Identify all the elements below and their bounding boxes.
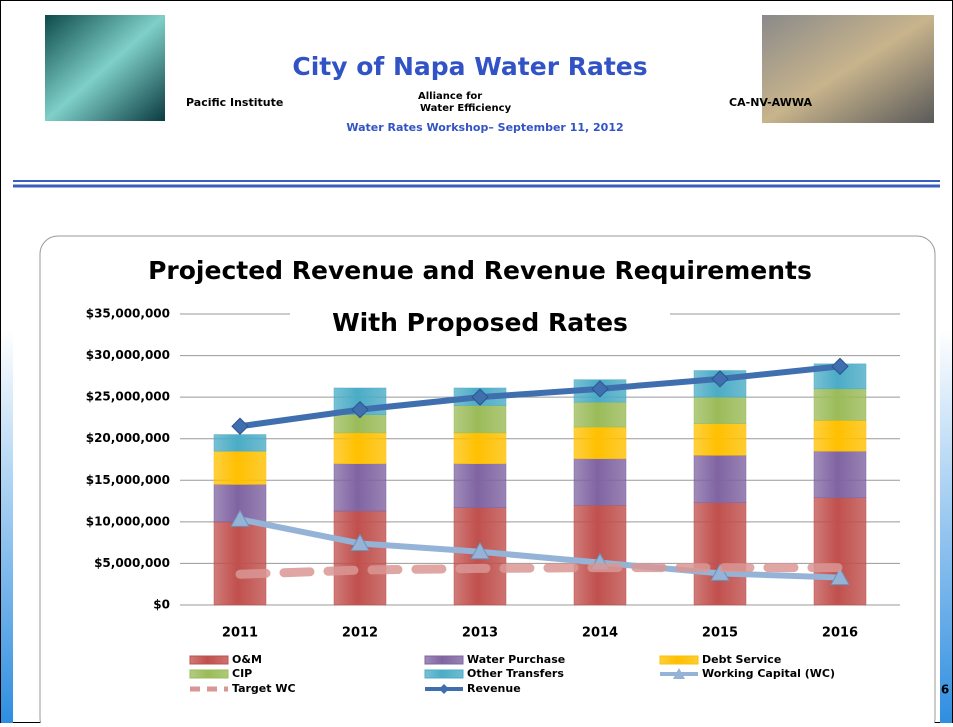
chart-title: Projected Revenue and Revenue Requiremen… xyxy=(148,256,812,285)
marker xyxy=(470,541,490,560)
line xyxy=(237,363,843,430)
bar-segment xyxy=(573,401,627,428)
y-tick-label: $0 xyxy=(153,598,170,612)
legend-label: Other Transfers xyxy=(467,667,564,680)
y-tick-label: $5,000,000 xyxy=(94,556,170,570)
legend-swatch xyxy=(189,669,229,679)
marker xyxy=(351,400,369,419)
bar-segment xyxy=(453,432,507,464)
workshop: Water Rates Workshop– September 11, 2012 xyxy=(346,121,623,134)
marker xyxy=(831,357,849,376)
x-tick-label: 2012 xyxy=(342,626,378,641)
photo-pipe xyxy=(762,15,934,123)
marker xyxy=(471,388,489,406)
legend-label: CIP xyxy=(232,667,252,680)
slide-title: City of Napa Water Rates xyxy=(292,52,647,81)
org: Alliance for Water Efficiency xyxy=(418,91,512,114)
bar-segment xyxy=(213,450,267,485)
x-tick-label: 2016 xyxy=(822,626,858,641)
x-tick-label: 2013 xyxy=(462,626,498,641)
legend-label: Revenue xyxy=(467,682,521,695)
marker xyxy=(830,567,850,586)
legend-label: Water Purchase xyxy=(467,653,565,666)
bar-segment xyxy=(813,388,867,421)
bar-segment xyxy=(213,434,267,452)
line xyxy=(235,563,845,579)
marker xyxy=(711,370,729,388)
x-tick-label: 2015 xyxy=(702,626,738,641)
side-bar xyxy=(1,330,13,723)
bar-segment xyxy=(213,521,267,606)
y-tick-label: $20,000,000 xyxy=(86,431,170,445)
legend-label: Target WC xyxy=(232,682,296,695)
y-tick-label: $35,000,000 xyxy=(86,307,170,321)
bar-segment xyxy=(693,502,747,606)
y-tick-label: $10,000,000 xyxy=(86,514,170,528)
y-tick-label: $25,000,000 xyxy=(86,390,170,404)
marker xyxy=(350,533,370,551)
marker xyxy=(710,563,730,581)
bar-segment xyxy=(813,450,867,498)
marker xyxy=(230,509,250,527)
page-number: 6 xyxy=(941,683,949,697)
chart: $0 $5,000,000 $10,000,000 $15,000,000 $20,00… xyxy=(86,256,900,695)
legend-label: Debt Service xyxy=(702,653,781,666)
legend-marker xyxy=(439,684,449,694)
y-tick-label: $30,000,000 xyxy=(86,348,170,362)
legend-swatch xyxy=(659,655,699,665)
photo-aqueduct xyxy=(45,15,165,121)
x-tick-label: 2011 xyxy=(222,626,258,641)
y-tick-label: $15,000,000 xyxy=(86,473,170,487)
bar-segment xyxy=(333,510,387,606)
bar-segment xyxy=(573,426,627,459)
bar-segment xyxy=(453,405,507,434)
legend-swatch xyxy=(189,655,229,665)
org: Pacific Institute xyxy=(186,96,283,109)
legend-swatch xyxy=(424,669,464,679)
marker xyxy=(591,380,609,398)
line xyxy=(237,516,843,581)
bar-segment xyxy=(333,463,387,512)
legend-marker xyxy=(673,668,685,679)
legend-swatch xyxy=(424,655,464,665)
legend-label: O&M xyxy=(232,653,262,666)
bar-segment xyxy=(813,420,867,452)
legend-label: Working Capital (WC) xyxy=(702,667,835,680)
bar-segment xyxy=(573,458,627,506)
side-bar xyxy=(940,330,952,723)
bar-segment xyxy=(333,432,387,464)
x-tick-label: 2014 xyxy=(582,626,618,641)
bar-segment xyxy=(453,463,507,508)
chart-title: With Proposed Rates xyxy=(332,308,628,337)
bar-segment xyxy=(693,396,747,424)
bar-segment xyxy=(693,423,747,456)
bar-segment xyxy=(693,455,747,503)
org: CA-NV-AWWA xyxy=(729,96,812,109)
bar-segment xyxy=(813,497,867,606)
title-bg xyxy=(290,305,670,341)
marker xyxy=(231,417,249,435)
